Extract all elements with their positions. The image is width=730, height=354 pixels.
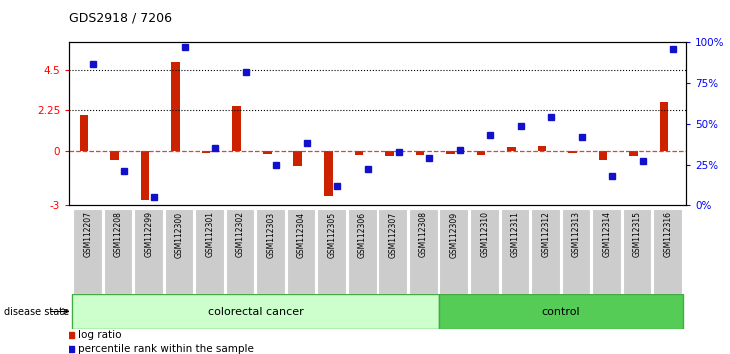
FancyBboxPatch shape — [134, 209, 163, 294]
Bar — [80, 115, 88, 151]
FancyBboxPatch shape — [653, 209, 682, 294]
Text: colorectal cancer: colorectal cancer — [208, 307, 304, 316]
FancyBboxPatch shape — [348, 209, 377, 294]
Bar — [263, 151, 272, 154]
Bar — [110, 151, 119, 160]
Bar — [477, 151, 485, 155]
Text: percentile rank within the sample: percentile rank within the sample — [79, 344, 254, 354]
Text: GSM112207: GSM112207 — [83, 211, 92, 257]
Text: GSM112310: GSM112310 — [480, 211, 489, 257]
FancyBboxPatch shape — [72, 294, 439, 329]
FancyBboxPatch shape — [165, 209, 193, 294]
FancyBboxPatch shape — [501, 209, 529, 294]
Text: GSM112300: GSM112300 — [174, 211, 184, 257]
FancyBboxPatch shape — [73, 209, 101, 294]
Text: GSM112309: GSM112309 — [450, 211, 458, 257]
FancyBboxPatch shape — [439, 209, 468, 294]
FancyBboxPatch shape — [104, 209, 132, 294]
Text: disease state: disease state — [4, 307, 69, 316]
Bar — [569, 151, 577, 153]
Bar — [202, 151, 210, 153]
Bar — [355, 151, 363, 155]
FancyBboxPatch shape — [318, 209, 346, 294]
Bar — [660, 102, 669, 151]
Bar — [446, 151, 455, 154]
Bar — [141, 151, 150, 200]
Bar — [385, 151, 393, 156]
Bar — [538, 145, 546, 151]
Text: GSM112314: GSM112314 — [602, 211, 611, 257]
Text: GSM112308: GSM112308 — [419, 211, 428, 257]
Text: GSM112316: GSM112316 — [664, 211, 672, 257]
Bar — [324, 151, 333, 196]
Text: GSM112311: GSM112311 — [511, 211, 520, 257]
Bar — [232, 106, 241, 151]
FancyBboxPatch shape — [561, 209, 591, 294]
Text: GSM112304: GSM112304 — [297, 211, 306, 257]
Text: GSM112307: GSM112307 — [388, 211, 398, 257]
Bar — [507, 147, 516, 151]
Text: GSM112208: GSM112208 — [114, 211, 123, 257]
Text: GSM112302: GSM112302 — [236, 211, 245, 257]
FancyBboxPatch shape — [439, 294, 683, 329]
Bar — [629, 151, 638, 155]
Text: GSM112299: GSM112299 — [145, 211, 153, 257]
Text: GSM112305: GSM112305 — [328, 211, 337, 257]
FancyBboxPatch shape — [592, 209, 620, 294]
Bar — [599, 151, 607, 160]
Text: GSM112313: GSM112313 — [572, 211, 581, 257]
Bar — [293, 151, 302, 166]
Text: log ratio: log ratio — [79, 330, 122, 341]
FancyBboxPatch shape — [195, 209, 224, 294]
FancyBboxPatch shape — [287, 209, 315, 294]
Bar — [415, 151, 424, 155]
Text: GSM112315: GSM112315 — [633, 211, 642, 257]
FancyBboxPatch shape — [256, 209, 285, 294]
FancyBboxPatch shape — [623, 209, 651, 294]
FancyBboxPatch shape — [531, 209, 560, 294]
Bar — [172, 62, 180, 151]
Text: GSM112303: GSM112303 — [266, 211, 275, 257]
FancyBboxPatch shape — [470, 209, 499, 294]
Text: GSM112312: GSM112312 — [541, 211, 550, 257]
Text: control: control — [542, 307, 580, 316]
Text: GSM112301: GSM112301 — [205, 211, 215, 257]
FancyBboxPatch shape — [409, 209, 437, 294]
Text: GDS2918 / 7206: GDS2918 / 7206 — [69, 12, 172, 25]
Text: GSM112306: GSM112306 — [358, 211, 367, 257]
FancyBboxPatch shape — [226, 209, 254, 294]
FancyBboxPatch shape — [378, 209, 407, 294]
